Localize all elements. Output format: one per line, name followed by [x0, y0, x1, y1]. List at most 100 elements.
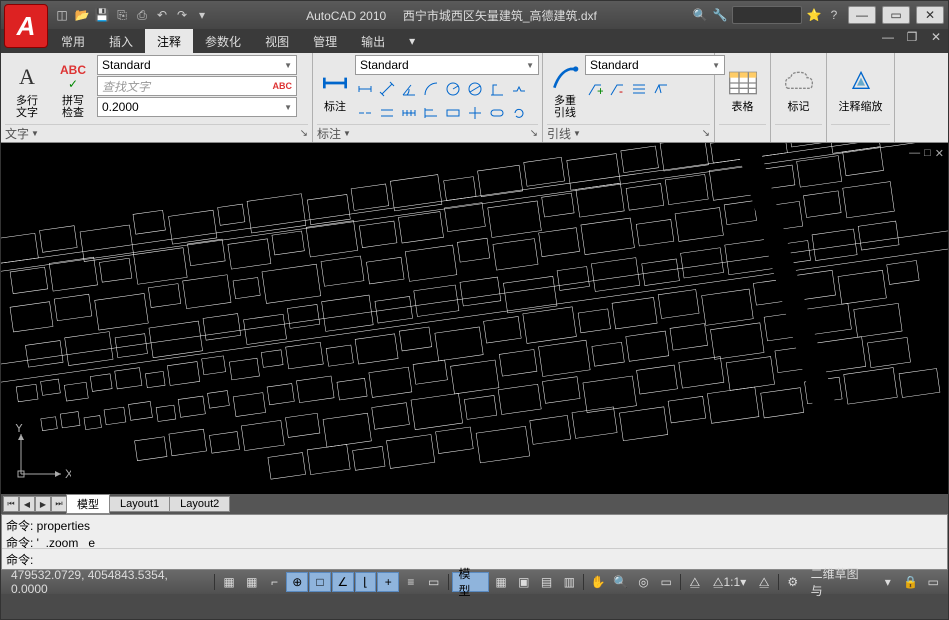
vp-minimize-icon[interactable]: — [909, 147, 920, 160]
qat-dropdown-icon[interactable]: ▾ [193, 6, 211, 24]
qvl-icon[interactable]: ▤ [536, 572, 558, 592]
close-button[interactable]: ✕ [916, 6, 944, 24]
layout-max-icon[interactable]: ▣ [513, 572, 535, 592]
qat-new-icon[interactable]: ◫ [53, 6, 71, 24]
clean-screen-icon[interactable]: ▭ [922, 572, 944, 592]
dim-baseline-icon[interactable] [421, 103, 441, 123]
panel-text-title[interactable]: 文字▼↘ [5, 124, 308, 142]
mark-button[interactable]: 标记 [775, 55, 822, 124]
lt-first-icon[interactable]: ⏮ [3, 496, 19, 512]
lt-layout2[interactable]: Layout2 [169, 496, 230, 512]
dim-center-icon[interactable] [465, 103, 485, 123]
otrack-icon[interactable]: ∠ [332, 572, 354, 592]
find-text-input[interactable]: 查找文字ABC [97, 76, 297, 96]
text-height-combo[interactable]: 0.2000▼ [97, 97, 297, 117]
doc-close-icon[interactable]: ✕ [924, 29, 948, 45]
tab-annotate[interactable]: 注释 [145, 29, 193, 53]
qat-print-icon[interactable]: ⎙ [133, 6, 151, 24]
dim-radius-icon[interactable] [443, 79, 463, 99]
polar-icon[interactable]: ⊕ [286, 572, 308, 592]
tab-home[interactable]: 常用 [49, 29, 97, 53]
ws-lock-icon[interactable]: ▾ [877, 572, 899, 592]
anno-vis-icon[interactable]: ⧋ [684, 572, 706, 592]
dim-continue-icon[interactable] [399, 103, 419, 123]
qat-open-icon[interactable]: 📂 [73, 6, 91, 24]
pan-icon[interactable]: ✋ [587, 572, 609, 592]
dim-arc-icon[interactable] [421, 79, 441, 99]
mleader-button[interactable]: 多重引线 [547, 55, 583, 124]
model-space-button[interactable]: 模型 [452, 572, 490, 592]
spellcheck-button[interactable]: ABC✓ 拼写 检查 [51, 55, 95, 124]
lt-model[interactable]: 模型 [66, 494, 110, 514]
dim-linear-icon[interactable] [355, 79, 375, 99]
qat-save-icon[interactable]: 💾 [93, 6, 111, 24]
tab-view[interactable]: 视图 [253, 29, 301, 53]
dyn-icon[interactable]: + [377, 572, 399, 592]
grid-icon[interactable]: ▦ [241, 572, 263, 592]
doc-restore-icon[interactable]: ❐ [900, 29, 924, 45]
qp-icon[interactable]: ▭ [423, 572, 445, 592]
osnap-icon[interactable]: □ [309, 572, 331, 592]
anno-auto-icon[interactable]: ⧋ [753, 572, 775, 592]
lt-layout1[interactable]: Layout1 [109, 496, 170, 512]
dim-ordinate-icon[interactable] [487, 79, 507, 99]
ortho-icon[interactable]: ⌐ [264, 572, 286, 592]
leader-align-icon[interactable] [629, 79, 649, 99]
help-search-input[interactable] [732, 6, 802, 24]
lt-next-icon[interactable]: ▶ [35, 496, 51, 512]
toolbar-lock-icon[interactable]: 🔒 [900, 572, 922, 592]
qvd-icon[interactable]: ▥ [558, 572, 580, 592]
tab-insert[interactable]: 插入 [97, 29, 145, 53]
help-icon[interactable]: ? [826, 7, 842, 23]
maximize-button[interactable]: ▭ [882, 6, 910, 24]
qat-undo-icon[interactable]: ↶ [153, 6, 171, 24]
anno-scale-button[interactable]: 注释缩放 [831, 55, 890, 124]
mtext-button[interactable]: A 多行 文字 [5, 55, 49, 124]
dim-update-icon[interactable] [509, 103, 529, 123]
tab-manage[interactable]: 管理 [301, 29, 349, 53]
dim-aligned-icon[interactable] [377, 79, 397, 99]
wrench-icon[interactable]: 🔧 [712, 7, 728, 23]
zoom-icon[interactable]: 🔍 [610, 572, 632, 592]
app-logo[interactable]: A [4, 4, 48, 48]
steering-icon[interactable]: ◎ [633, 572, 655, 592]
leader-style-combo[interactable]: Standard▼ [585, 55, 725, 75]
tab-parametric[interactable]: 参数化 [193, 29, 253, 53]
lt-prev-icon[interactable]: ◀ [19, 496, 35, 512]
dimension-button[interactable]: 标注 [317, 55, 353, 124]
dialog-launcher-icon[interactable]: ↘ [300, 128, 308, 139]
snap-icon[interactable]: ▦ [218, 572, 240, 592]
binoculars-icon[interactable]: 🔍 [692, 7, 708, 23]
lwt-icon[interactable]: ≡ [400, 572, 422, 592]
drawing-viewport[interactable]: — □ ✕ X Y [1, 143, 948, 494]
dim-space-icon[interactable] [377, 103, 397, 123]
dim-jog-icon[interactable] [509, 79, 529, 99]
doc-minimize-icon[interactable]: — [876, 29, 900, 45]
leader-collect-icon[interactable] [651, 79, 671, 99]
showmotion-icon[interactable]: ▭ [655, 572, 677, 592]
dim-diameter-icon[interactable] [465, 79, 485, 99]
leader-remove-icon[interactable]: - [607, 79, 627, 99]
qat-redo-icon[interactable]: ↷ [173, 6, 191, 24]
ws-switch-icon[interactable]: ⚙ [782, 572, 804, 592]
leader-add-icon[interactable]: + [585, 79, 605, 99]
dim-inspect-icon[interactable] [487, 103, 507, 123]
layout-grid-icon[interactable]: ▦ [490, 572, 512, 592]
vp-maximize-icon[interactable]: □ [924, 147, 931, 160]
minimize-button[interactable]: — [848, 6, 876, 24]
anno-scale-status[interactable]: ⧋ 1:1 ▾ [707, 572, 752, 592]
dialog-launcher-icon[interactable]: ↘ [702, 128, 710, 139]
workspace-label[interactable]: 二维草图与 [805, 572, 876, 592]
coordinates[interactable]: 479532.0729, 4054843.5354, 0.0000 [5, 568, 211, 596]
table-button[interactable]: 表格 [719, 55, 766, 124]
dim-tolerance-icon[interactable] [443, 103, 463, 123]
dim-style-combo[interactable]: Standard▼ [355, 55, 539, 75]
vp-close-icon[interactable]: ✕ [935, 147, 944, 160]
panel-leader-title[interactable]: 引线▼↘ [547, 124, 710, 142]
lt-last-icon[interactable]: ⏭ [51, 496, 67, 512]
star-icon[interactable]: ⭐ [806, 7, 822, 23]
qat-saveas-icon[interactable]: ⎘ [113, 6, 131, 24]
tab-expand-icon[interactable]: ▾ [397, 29, 427, 53]
dialog-launcher-icon[interactable]: ↘ [530, 128, 538, 139]
ducs-icon[interactable]: ⌊ [355, 572, 377, 592]
